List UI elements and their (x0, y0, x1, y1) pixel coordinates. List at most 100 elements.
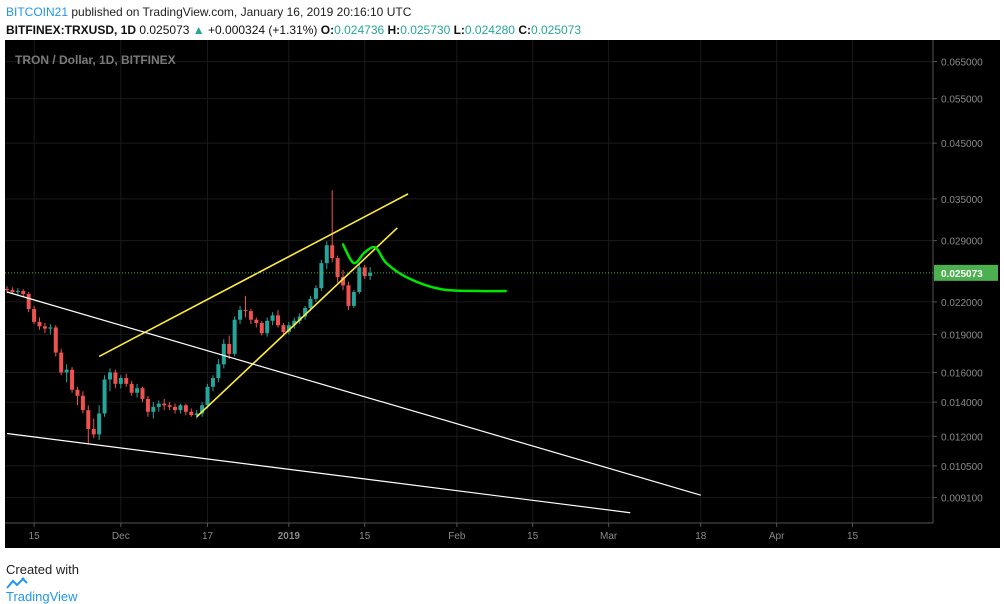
candle-body (42, 326, 47, 329)
time-tick-label: 17 (202, 531, 214, 542)
candle-body (286, 325, 291, 333)
last-price: 0.025073 (139, 23, 190, 37)
candle-body (129, 383, 134, 393)
price-chart[interactable]: TRON / Dollar, 1D, BITFINEX 0.065000 0.05… (5, 40, 1000, 548)
price-tick-label: 0.010500 (941, 462, 983, 473)
price-change: +0.000324 (+1.31%) (208, 23, 318, 37)
high-value: 0.025730 (400, 23, 451, 37)
candle-body (270, 315, 275, 321)
candle-body (113, 372, 118, 384)
candle-body (265, 320, 270, 334)
footer: Created with TradingView (6, 562, 79, 604)
time-axis[interactable]: 15 Dec 17 2019 15 Feb 15 Mar 18 Apr 15 (29, 523, 859, 542)
author-link[interactable]: BITCOIN21 (6, 5, 69, 19)
candle-body (276, 315, 280, 326)
candle-body (303, 307, 308, 317)
candle-body (173, 406, 178, 411)
candle-body (248, 311, 253, 320)
price-tick-label: 0.016000 (941, 368, 983, 379)
candle-body (145, 398, 150, 412)
candle-body (362, 267, 367, 277)
price-tick-label: 0.065000 (941, 58, 983, 69)
candle-body (346, 285, 351, 306)
candles-group (5, 190, 373, 444)
yellow-trendline (196, 227, 398, 418)
drawings-group (6, 193, 701, 514)
time-tick-label: Mar (600, 531, 618, 542)
candle-body (118, 378, 123, 384)
candle-body (10, 290, 15, 292)
time-tick-label: 15 (847, 531, 859, 542)
up-arrow-icon: ▲ (192, 23, 205, 37)
candle-body (26, 293, 31, 310)
candle-body (5, 289, 9, 291)
high-label: H: (387, 23, 401, 37)
candle-body (135, 388, 140, 393)
publish-line: BITCOIN21 published on TradingView.com, … (6, 5, 411, 19)
candle-body (200, 405, 205, 414)
low-label: L: (453, 23, 465, 37)
candle-body (313, 288, 318, 299)
symbol-label: BITFINEX:TRXUSD, 1D (6, 23, 137, 37)
candle-body (37, 321, 42, 327)
candle-body (330, 245, 335, 259)
white-trendline (6, 432, 631, 514)
candle-body (297, 316, 302, 321)
price-tick-label: 0.012000 (941, 432, 983, 443)
candle-body (221, 343, 226, 365)
candle-body (91, 428, 96, 435)
candle-body (64, 369, 69, 373)
time-tick-label: Feb (448, 531, 466, 542)
candle-body (32, 309, 37, 322)
yellow-trendline (98, 193, 409, 358)
time-tick-label: 15 (29, 531, 41, 542)
candle-body (227, 343, 232, 354)
candle-body (59, 352, 64, 373)
candle-body (205, 386, 210, 406)
candle-body (151, 406, 156, 412)
candle-body (70, 369, 75, 390)
price-tick-label: 0.022000 (941, 298, 983, 309)
price-tick-label: 0.035000 (941, 195, 983, 206)
candle-body (167, 405, 172, 407)
price-axis[interactable]: 0.065000 0.055000 0.045000 0.035000 0.029000… (933, 58, 983, 505)
candle-body (216, 364, 221, 379)
candle-body (107, 372, 112, 380)
white-trendline (6, 291, 701, 496)
tradingview-brand[interactable]: TradingView (6, 589, 78, 604)
candle-body (210, 378, 215, 387)
candle-body (189, 411, 194, 416)
open-value: 0.024736 (334, 23, 385, 37)
chart-background (5, 40, 1000, 548)
price-tick-label: 0.055000 (941, 95, 983, 106)
price-tick-label: 0.019000 (941, 330, 983, 341)
price-tick-label: 0.014000 (941, 398, 983, 409)
candle-body (21, 291, 26, 294)
chart-panel[interactable]: TRON / Dollar, 1D, BITFINEX 0.065000 0.05… (5, 40, 1000, 548)
published-text: published on TradingView.com, January 16… (71, 5, 412, 19)
candle-body (281, 325, 286, 333)
tradingview-logo-icon (6, 577, 79, 589)
candle-body (97, 413, 102, 435)
candle-body (80, 395, 85, 411)
candle-body (156, 403, 161, 407)
candle-body (243, 310, 248, 312)
close-label: C: (518, 23, 531, 37)
candle-body (324, 245, 329, 264)
candle-body (357, 267, 362, 292)
green-projection-path (341, 243, 507, 293)
candle-body (140, 388, 145, 399)
candle-body (351, 291, 356, 306)
candle-body (335, 258, 340, 278)
time-tick-label: 18 (695, 531, 707, 542)
candle-body (183, 405, 188, 412)
price-tick-label: 0.009100 (941, 494, 983, 505)
candle-body (86, 410, 91, 429)
candle-body (368, 272, 373, 276)
candle-body (75, 389, 80, 396)
candle-body (341, 277, 346, 286)
grid-lines (5, 40, 933, 523)
candle-body (259, 322, 264, 334)
chart-title: TRON / Dollar, 1D, BITFINEX (15, 53, 176, 67)
last-price-label: 0.025073 (941, 269, 983, 280)
